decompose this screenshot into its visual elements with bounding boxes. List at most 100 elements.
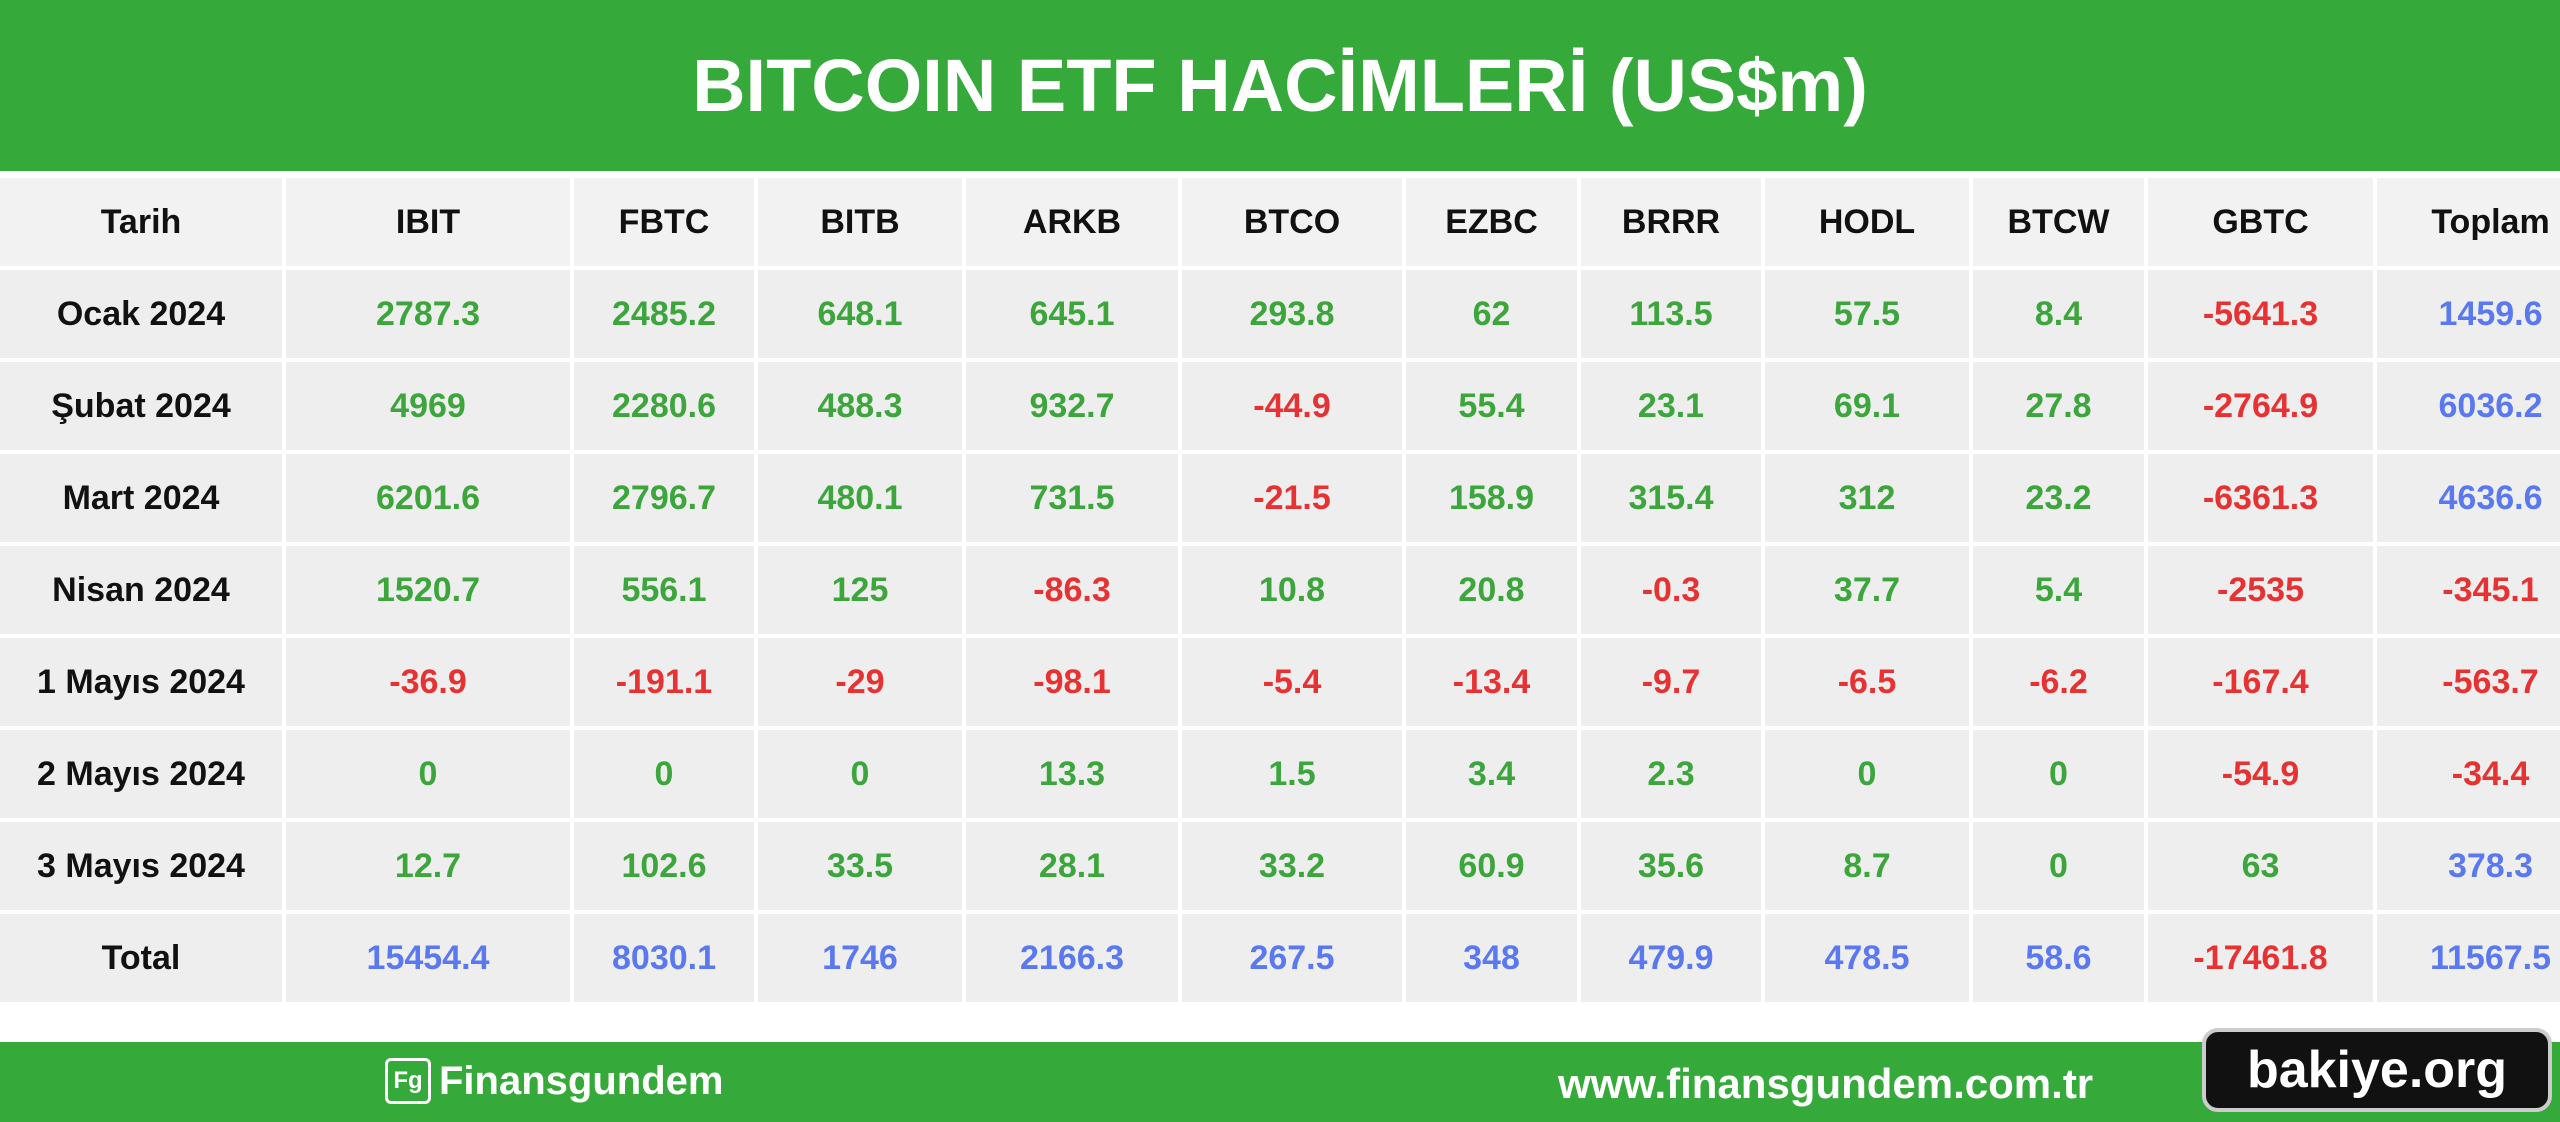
data-row: Nisan 2024 1520.7 556.1 125 -86.3 10.8 20.8 -0.… bbox=[0, 546, 2560, 634]
value-cell: 348 bbox=[1406, 914, 1577, 1002]
value-cell: 10.8 bbox=[1182, 546, 1402, 634]
value-cell: 2787.3 bbox=[286, 270, 570, 358]
value-cell: -6.5 bbox=[1765, 638, 1969, 726]
row-label: Total bbox=[0, 914, 282, 1002]
value-cell: 125 bbox=[758, 546, 962, 634]
logo-text: Finansgundem bbox=[439, 1058, 724, 1103]
value-cell: 69.1 bbox=[1765, 362, 1969, 450]
row-label: Şubat 2024 bbox=[0, 362, 282, 450]
header-row: Tarih IBIT FBTC BITB ARKB BTCO EZBC BRRR HODL BTC… bbox=[0, 178, 2560, 266]
row-label: 1 Mayıs 2024 bbox=[0, 638, 282, 726]
value-cell: 158.9 bbox=[1406, 454, 1577, 542]
value-cell: 12.7 bbox=[286, 822, 570, 910]
value-cell: -54.9 bbox=[2148, 730, 2373, 818]
title: BITCOIN ETF HACİMLERİ (US$m) bbox=[0, 0, 2560, 171]
value-cell: 645.1 bbox=[966, 270, 1178, 358]
watermark: bakiye.org bbox=[2202, 1028, 2552, 1112]
value-cell: 488.3 bbox=[758, 362, 962, 450]
header-cell: BRRR bbox=[1581, 178, 1761, 266]
value-cell: -5.4 bbox=[1182, 638, 1402, 726]
footer: Fg Finansgundem www.finansgundem.com.tr bbox=[0, 1042, 2560, 1122]
row-label: Ocak 2024 bbox=[0, 270, 282, 358]
header-cell: FBTC bbox=[574, 178, 754, 266]
value-cell: -2764.9 bbox=[2148, 362, 2373, 450]
header-cell: Tarih bbox=[0, 178, 282, 266]
value-cell: 932.7 bbox=[966, 362, 1178, 450]
value-cell: 20.8 bbox=[1406, 546, 1577, 634]
header-cell: GBTC bbox=[2148, 178, 2373, 266]
value-cell: 13.3 bbox=[966, 730, 1178, 818]
value-cell: -34.4 bbox=[2377, 730, 2560, 818]
logo-icon: Fg bbox=[385, 1058, 431, 1104]
value-cell: 0 bbox=[286, 730, 570, 818]
header-cell: BTCW bbox=[1973, 178, 2144, 266]
data-row: Mart 2024 6201.6 2796.7 480.1 731.5 -21.5 158.… bbox=[0, 454, 2560, 542]
value-cell: 8030.1 bbox=[574, 914, 754, 1002]
value-cell: -17461.8 bbox=[2148, 914, 2373, 1002]
data-row: 2 Mayıs 2024 0 0 0 13.3 1.5 3.4 2.3 0 0 -54.9 -34.4 bbox=[0, 730, 2560, 818]
value-cell: 0 bbox=[574, 730, 754, 818]
value-cell: 5.4 bbox=[1973, 546, 2144, 634]
value-cell: 2280.6 bbox=[574, 362, 754, 450]
value-cell: 378.3 bbox=[2377, 822, 2560, 910]
value-cell: 15454.4 bbox=[286, 914, 570, 1002]
value-cell: 57.5 bbox=[1765, 270, 1969, 358]
value-cell: 2796.7 bbox=[574, 454, 754, 542]
row-label: 3 Mayıs 2024 bbox=[0, 822, 282, 910]
value-cell: 4969 bbox=[286, 362, 570, 450]
value-cell: 23.1 bbox=[1581, 362, 1761, 450]
value-cell: 23.2 bbox=[1973, 454, 2144, 542]
value-cell: 11567.5 bbox=[2377, 914, 2560, 1002]
value-cell: 0 bbox=[758, 730, 962, 818]
value-cell: 480.1 bbox=[758, 454, 962, 542]
data-row: Ocak 2024 2787.3 2485.2 648.1 645.1 293.8 62 11… bbox=[0, 270, 2560, 358]
value-cell: -5641.3 bbox=[2148, 270, 2373, 358]
value-cell: 33.2 bbox=[1182, 822, 1402, 910]
value-cell: 293.8 bbox=[1182, 270, 1402, 358]
url: www.finansgundem.com.tr bbox=[1558, 1060, 2094, 1107]
value-cell: 8.4 bbox=[1973, 270, 2144, 358]
value-cell: -2535 bbox=[2148, 546, 2373, 634]
value-cell: 33.5 bbox=[758, 822, 962, 910]
value-cell: 479.9 bbox=[1581, 914, 1761, 1002]
row-label: Nisan 2024 bbox=[0, 546, 282, 634]
value-cell: -86.3 bbox=[966, 546, 1178, 634]
value-cell: 37.7 bbox=[1765, 546, 1969, 634]
value-cell: 0 bbox=[1973, 730, 2144, 818]
data-row: 1 Mayıs 2024 -36.9 -191.1 -29 -98.1 -5.4 -13.4… bbox=[0, 638, 2560, 726]
value-cell: 0 bbox=[1765, 730, 1969, 818]
value-cell: 556.1 bbox=[574, 546, 754, 634]
value-cell: 2.3 bbox=[1581, 730, 1761, 818]
value-cell: 102.6 bbox=[574, 822, 754, 910]
value-cell: -0.3 bbox=[1581, 546, 1761, 634]
data-row: Şubat 2024 4969 2280.6 488.3 932.7 -44.9 55.4 2… bbox=[0, 362, 2560, 450]
value-cell: -191.1 bbox=[574, 638, 754, 726]
value-cell: 63 bbox=[2148, 822, 2373, 910]
value-cell: 2166.3 bbox=[966, 914, 1178, 1002]
value-cell: 28.1 bbox=[966, 822, 1178, 910]
value-cell: 2485.2 bbox=[574, 270, 754, 358]
total-row: Total 15454.4 8030.1 1746 2166.3 267.5 348 479.… bbox=[0, 914, 2560, 1002]
value-cell: 55.4 bbox=[1406, 362, 1577, 450]
data-row: 3 Mayıs 2024 12.7 102.6 33.5 28.1 33.2 60.9 35.… bbox=[0, 822, 2560, 910]
value-cell: 1.5 bbox=[1182, 730, 1402, 818]
header-cell: ARKB bbox=[966, 178, 1178, 266]
value-cell: 6201.6 bbox=[286, 454, 570, 542]
value-cell: 8.7 bbox=[1765, 822, 1969, 910]
value-cell: -44.9 bbox=[1182, 362, 1402, 450]
value-cell: 731.5 bbox=[966, 454, 1178, 542]
header-cell: IBIT bbox=[286, 178, 570, 266]
etf-table: Tarih IBIT FBTC BITB ARKB BTCO EZBC BRRR HODL BTC… bbox=[0, 174, 2560, 1006]
value-cell: 35.6 bbox=[1581, 822, 1761, 910]
value-cell: -6.2 bbox=[1973, 638, 2144, 726]
value-cell: 60.9 bbox=[1406, 822, 1577, 910]
value-cell: 267.5 bbox=[1182, 914, 1402, 1002]
value-cell: 6036.2 bbox=[2377, 362, 2560, 450]
value-cell: -98.1 bbox=[966, 638, 1178, 726]
value-cell: 1520.7 bbox=[286, 546, 570, 634]
header-cell: EZBC bbox=[1406, 178, 1577, 266]
row-label: 2 Mayıs 2024 bbox=[0, 730, 282, 818]
value-cell: 58.6 bbox=[1973, 914, 2144, 1002]
value-cell: -21.5 bbox=[1182, 454, 1402, 542]
